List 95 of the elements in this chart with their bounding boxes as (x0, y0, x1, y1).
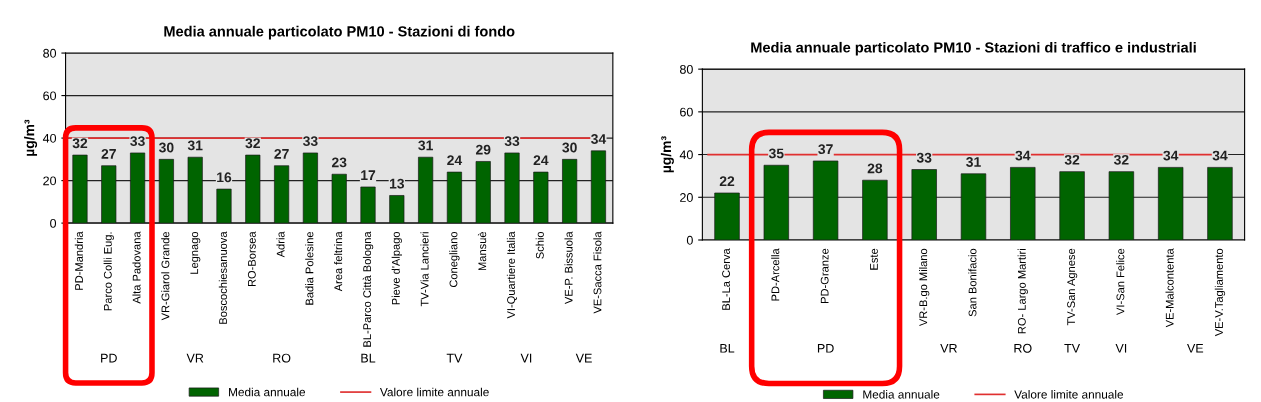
bar (216, 188, 232, 224)
text: VI (1115, 343, 1127, 353)
data-label: 27 (101, 148, 116, 159)
legend-label: Valore limite annuale (379, 387, 489, 397)
x-tick-label: PD-Granze (820, 248, 829, 303)
y-tick-label: 80 (43, 48, 57, 58)
text: BL (361, 353, 376, 363)
data-label: 33 (303, 136, 318, 147)
x-tick-label: RO-Borsea (247, 231, 256, 287)
x-tick-label: BL-Parco Città Bologna (362, 231, 374, 347)
y-tick-label: 0 (686, 235, 693, 245)
legend-label: Valore limite annuale (1014, 389, 1124, 399)
data-label: 33 (504, 136, 520, 147)
data-label: 34 (1015, 150, 1031, 161)
chart-title: Media annuale particolato PM10 - Stazioni di traffico e industriali (751, 41, 1196, 56)
data-label: 24 (533, 155, 549, 166)
x-tick-label: Conegliano (449, 231, 460, 288)
x-tick-label: Alta Padovana (132, 231, 141, 304)
data-label: 17 (361, 170, 376, 180)
x-tick-label: Schio (535, 231, 544, 259)
text: VR (940, 343, 957, 353)
x-tick-label: PD-Mandria (74, 231, 83, 290)
legend-label: Media annuale (863, 389, 940, 399)
data-label: 32 (1064, 154, 1080, 165)
data-label: 31 (418, 140, 433, 151)
text: VR (186, 353, 204, 363)
x-tick-label: Boscochiesanuova (218, 231, 227, 324)
data-label: 35 (768, 148, 784, 159)
x-tick-label: RO- Largo Martiri (1017, 249, 1028, 334)
data-label: 31 (966, 157, 981, 167)
data-label: 24 (447, 155, 463, 166)
x-tick-label: VE-Malcontenta (1165, 248, 1174, 328)
x-tick-label: TV-San Agnese (1067, 248, 1078, 326)
data-label: 31 (187, 140, 203, 151)
y-tick-label: 40 (679, 150, 693, 160)
x-tick-label: VE-P. Bissuola (564, 231, 573, 305)
x-tick-label: VI-San Felice (1116, 248, 1125, 315)
text: RO (273, 353, 291, 363)
text: TV (1064, 343, 1081, 353)
text: RO (1014, 343, 1032, 353)
x-tick-label: Este (870, 248, 878, 270)
text: PD (817, 343, 834, 353)
text: VE (1187, 343, 1204, 353)
x-tick-label: Badia Polesine (305, 231, 314, 305)
x-tick-label: TV-Via Lancieri (420, 232, 429, 307)
data-label: 37 (818, 144, 833, 155)
data-label: 28 (867, 163, 883, 174)
bar (360, 186, 376, 224)
data-label: 29 (475, 144, 491, 155)
x-tick-label: Adria (276, 231, 285, 258)
text: TV (446, 353, 463, 363)
text: VI (520, 353, 532, 363)
bar (389, 195, 405, 224)
y-tick-label: 20 (43, 176, 57, 186)
y-tick-label: 60 (680, 107, 693, 117)
x-tick-label: VI-Quartiere Italia (506, 231, 517, 319)
y-tick-label: 20 (680, 193, 693, 202)
data-label: 32 (1113, 154, 1129, 165)
data-label: 32 (245, 138, 260, 149)
x-tick-label: VE-V.Tagliamento (1214, 248, 1226, 337)
x-tick-label: Pieve d'Alpago (391, 231, 402, 305)
x-tick-label: PD-Arcella (771, 248, 780, 301)
x-tick-label: Parco Colli Eug. (103, 232, 114, 311)
y-tick-label: 60 (43, 91, 57, 101)
x-tick-label: Legnago (190, 231, 201, 274)
text: BL (720, 343, 735, 353)
chart-title: Media annuale particolato PM10 - Stazioni di fondo (164, 25, 515, 40)
x-tick-label: BL-La Cerva (722, 248, 731, 310)
data-label: 34 (1163, 150, 1179, 161)
y-axis-title: µg/m³ (660, 136, 674, 173)
data-label: 34 (1212, 150, 1228, 161)
data-label: 32 (72, 138, 88, 149)
y-tick-label: 40 (42, 133, 57, 143)
y-tick-label: 0 (50, 218, 57, 228)
data-label: 30 (562, 142, 577, 153)
x-tick-label: VE-Sacca Fisola (593, 231, 602, 314)
data-label: 13 (389, 178, 405, 189)
text: VE (575, 353, 592, 363)
data-label: 27 (274, 148, 289, 159)
data-label: 16 (217, 172, 232, 183)
y-tick-label: 80 (679, 64, 693, 74)
y-axis-title: µg/m³ (24, 119, 38, 156)
x-tick-label: VR-B.go Milano (919, 248, 930, 327)
data-label: 34 (591, 134, 607, 144)
data-label: 23 (331, 157, 347, 168)
x-tick-label: San Bonifacio (968, 248, 977, 317)
text: PD (101, 353, 117, 363)
x-tick-label: Mansuè (477, 231, 487, 271)
x-tick-label: Area feltrina (334, 231, 343, 292)
data-label: 33 (916, 152, 932, 163)
x-tick-label: VR-Giarol Grande (161, 231, 170, 321)
data-label: 30 (158, 142, 174, 153)
legend-label: Media annuale (229, 387, 306, 397)
data-label: 33 (130, 136, 145, 147)
data-label: 22 (719, 176, 735, 186)
